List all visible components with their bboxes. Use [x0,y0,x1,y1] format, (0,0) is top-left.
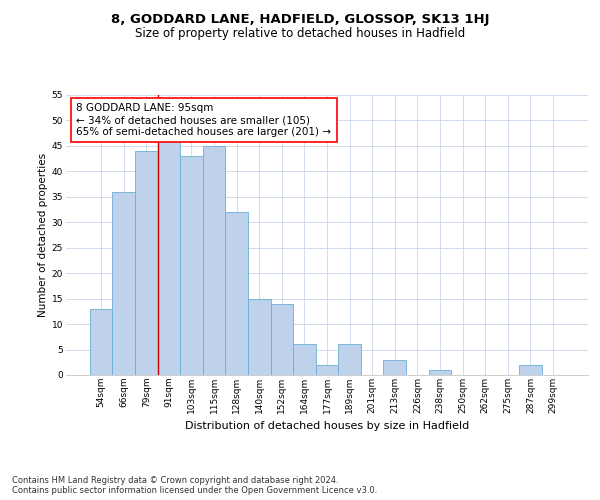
Bar [180,156,203,375]
Bar [158,141,180,375]
X-axis label: Distribution of detached houses by size in Hadfield: Distribution of detached houses by size … [185,421,469,431]
Bar [428,370,451,375]
Bar [135,151,158,375]
Text: Contains HM Land Registry data © Crown copyright and database right 2024.
Contai: Contains HM Land Registry data © Crown c… [12,476,377,495]
Text: 8, GODDARD LANE, HADFIELD, GLOSSOP, SK13 1HJ: 8, GODDARD LANE, HADFIELD, GLOSSOP, SK13… [111,12,489,26]
Bar [293,344,316,375]
Text: 8 GODDARD LANE: 95sqm
← 34% of detached houses are smaller (105)
65% of semi-det: 8 GODDARD LANE: 95sqm ← 34% of detached … [76,104,331,136]
Bar [248,298,271,375]
Bar [519,365,542,375]
Text: Size of property relative to detached houses in Hadfield: Size of property relative to detached ho… [135,28,465,40]
Bar [203,146,226,375]
Bar [316,365,338,375]
Bar [271,304,293,375]
Bar [383,360,406,375]
Bar [90,309,112,375]
Bar [226,212,248,375]
Y-axis label: Number of detached properties: Number of detached properties [38,153,47,317]
Bar [338,344,361,375]
Bar [112,192,135,375]
